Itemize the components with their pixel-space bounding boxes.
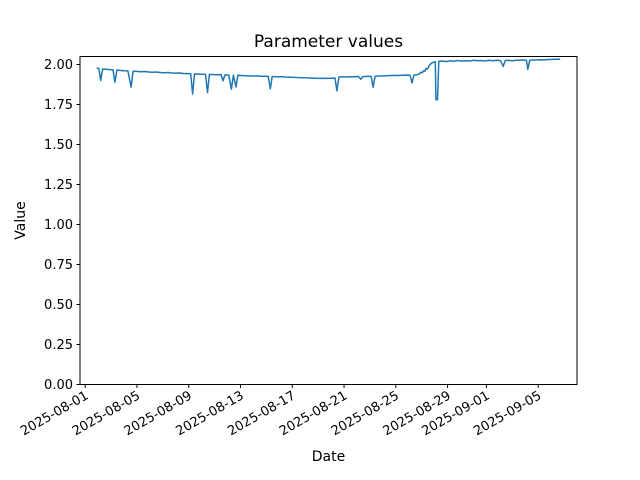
y-tick-label: 0.50 xyxy=(44,298,73,313)
y-tick-label: 0.25 xyxy=(44,338,73,353)
chart-title: Parameter values xyxy=(254,32,403,52)
y-tick-label: 2.00 xyxy=(44,58,73,73)
series-line xyxy=(96,58,561,101)
y-tick-label: 1.75 xyxy=(44,98,73,113)
y-tick-label: 1.50 xyxy=(44,138,73,153)
y-axis-ticks: 0.00 0.25 0.50 0.75 1.00 1.25 1.50 1.75 2.00 xyxy=(44,58,80,393)
y-tick-label: 0.00 xyxy=(44,378,73,393)
y-tick-label: 1.25 xyxy=(44,178,73,193)
x-axis-label: Date xyxy=(312,449,345,465)
y-axis-label: Value xyxy=(13,201,29,239)
plot-area-border xyxy=(79,56,578,385)
y-tick-label: 1.00 xyxy=(44,218,73,233)
y-tick-label: 0.75 xyxy=(44,258,73,273)
